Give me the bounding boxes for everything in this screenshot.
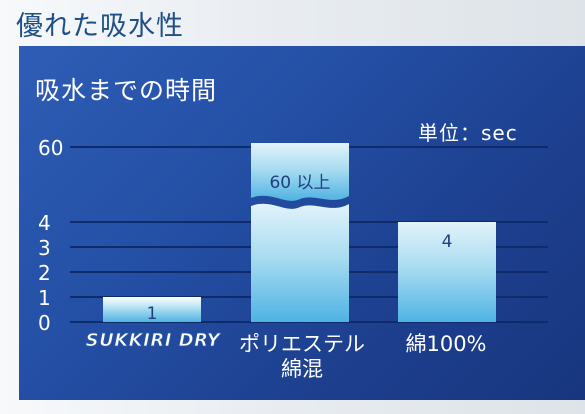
category-label-line: ポリエステル	[239, 332, 365, 356]
data-label: 1	[147, 304, 158, 324]
y-tick-label: 1	[38, 286, 51, 310]
category-label-line: 綿100%	[405, 332, 487, 356]
y-tick-label: 0	[38, 311, 51, 335]
category-label-line: 綿混	[281, 357, 323, 381]
y-tick-label: 3	[38, 236, 51, 260]
bar	[103, 297, 201, 322]
category-label-polyester-cotton: ポリエステル 綿混	[232, 332, 372, 382]
y-tick-label: 2	[38, 261, 51, 285]
category-label-cotton-100: 綿100%	[376, 332, 516, 357]
category-label-sukkiri-dry: SUKKIRI DRY	[85, 330, 221, 352]
page-heading: 優れた吸水性	[16, 11, 184, 42]
data-label: 4	[442, 232, 453, 252]
unit-label: 単位：sec	[418, 121, 518, 145]
data-label: 60 以上	[269, 173, 330, 193]
chart-title: 吸水までの時間	[35, 76, 218, 105]
bar	[398, 222, 496, 322]
y-tick-label: 4	[38, 211, 51, 235]
bar-upper-segment	[251, 143, 349, 201]
y-tick-label: 60	[38, 136, 63, 160]
bar	[251, 203, 349, 322]
